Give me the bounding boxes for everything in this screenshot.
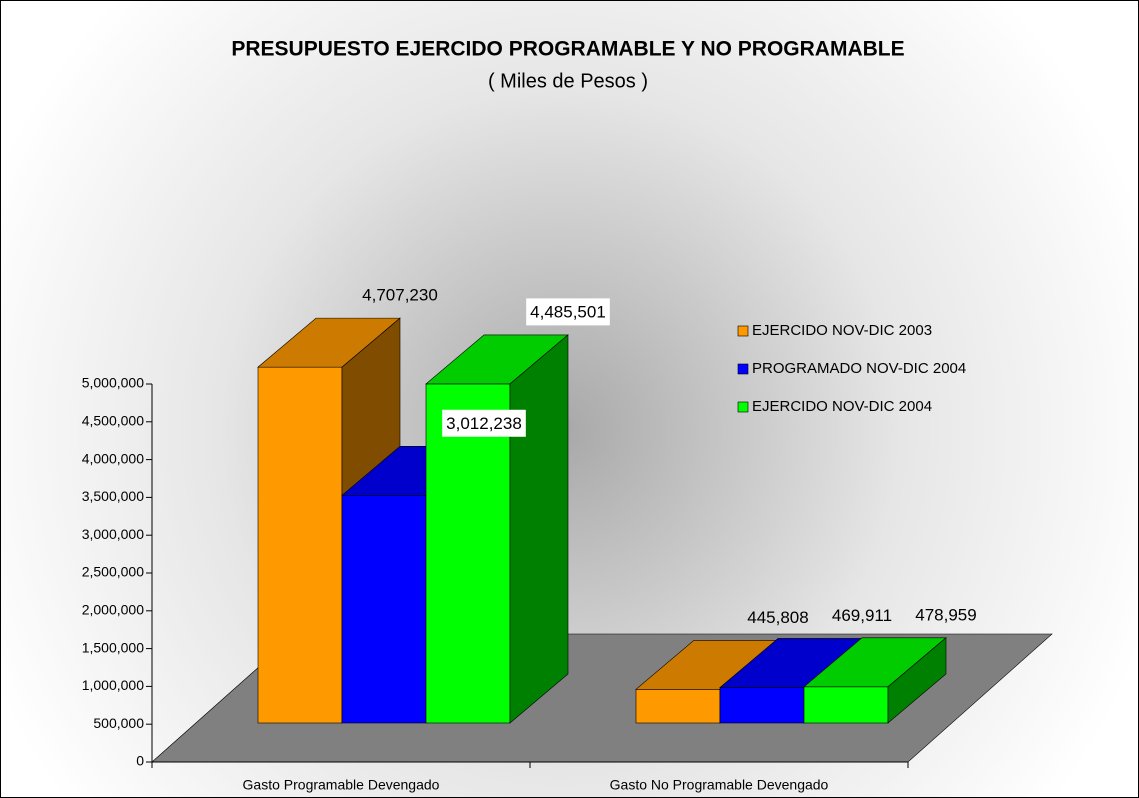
x-tick-label: Gasto Programable Devengado: [243, 777, 440, 793]
data-label: 445,808: [747, 608, 808, 627]
legend-swatch: [737, 325, 749, 337]
bar-front: [257, 366, 343, 724]
bar-front: [803, 686, 889, 724]
x-tick-label: Gasto No Programable Devengado: [610, 777, 829, 793]
legend-swatch: [737, 401, 749, 413]
data-label: 478,959: [915, 605, 976, 624]
bar-side: [509, 334, 569, 724]
data-label-box: [526, 298, 610, 326]
y-tick-label: 1,000,000: [82, 677, 144, 693]
bar-front: [341, 494, 427, 724]
chart-title: PRESUPUESTO EJERCIDO PROGRAMABLE Y NO PR…: [231, 38, 904, 61]
y-tick-label: 3,000,000: [82, 526, 144, 542]
y-tick-label: 2,000,000: [82, 602, 144, 618]
legend-label: EJERCIDO NOV-DIC 2004: [752, 398, 932, 415]
y-tick-label: 500,000: [93, 715, 144, 731]
legend-label: PROGRAMADO NOV-DIC 2004: [752, 360, 966, 377]
y-tick-label: 4,000,000: [82, 450, 144, 466]
y-tick-label: 3,500,000: [82, 488, 144, 504]
y-tick-label: 2,500,000: [82, 564, 144, 580]
legend-label: EJERCIDO NOV-DIC 2003: [752, 322, 932, 339]
chart-subtitle: ( Miles de Pesos ): [488, 70, 648, 92]
y-tick-label: 4,500,000: [82, 413, 144, 429]
data-label-box: [442, 409, 526, 437]
y-tick-label: 1,500,000: [82, 639, 144, 655]
data-label: 4,707,230: [362, 286, 438, 305]
data-label: 3,012,238: [446, 414, 522, 433]
legend-swatch: [737, 363, 749, 375]
data-label: 469,911: [832, 606, 892, 625]
y-tick-label: 0: [136, 753, 144, 769]
data-label: 4,485,501: [530, 302, 606, 321]
y-tick-label: 5,000,000: [82, 375, 144, 391]
bar-side: [887, 637, 947, 724]
bar-front: [635, 688, 721, 724]
bar-front: [719, 687, 805, 724]
bar-front: [425, 383, 511, 724]
